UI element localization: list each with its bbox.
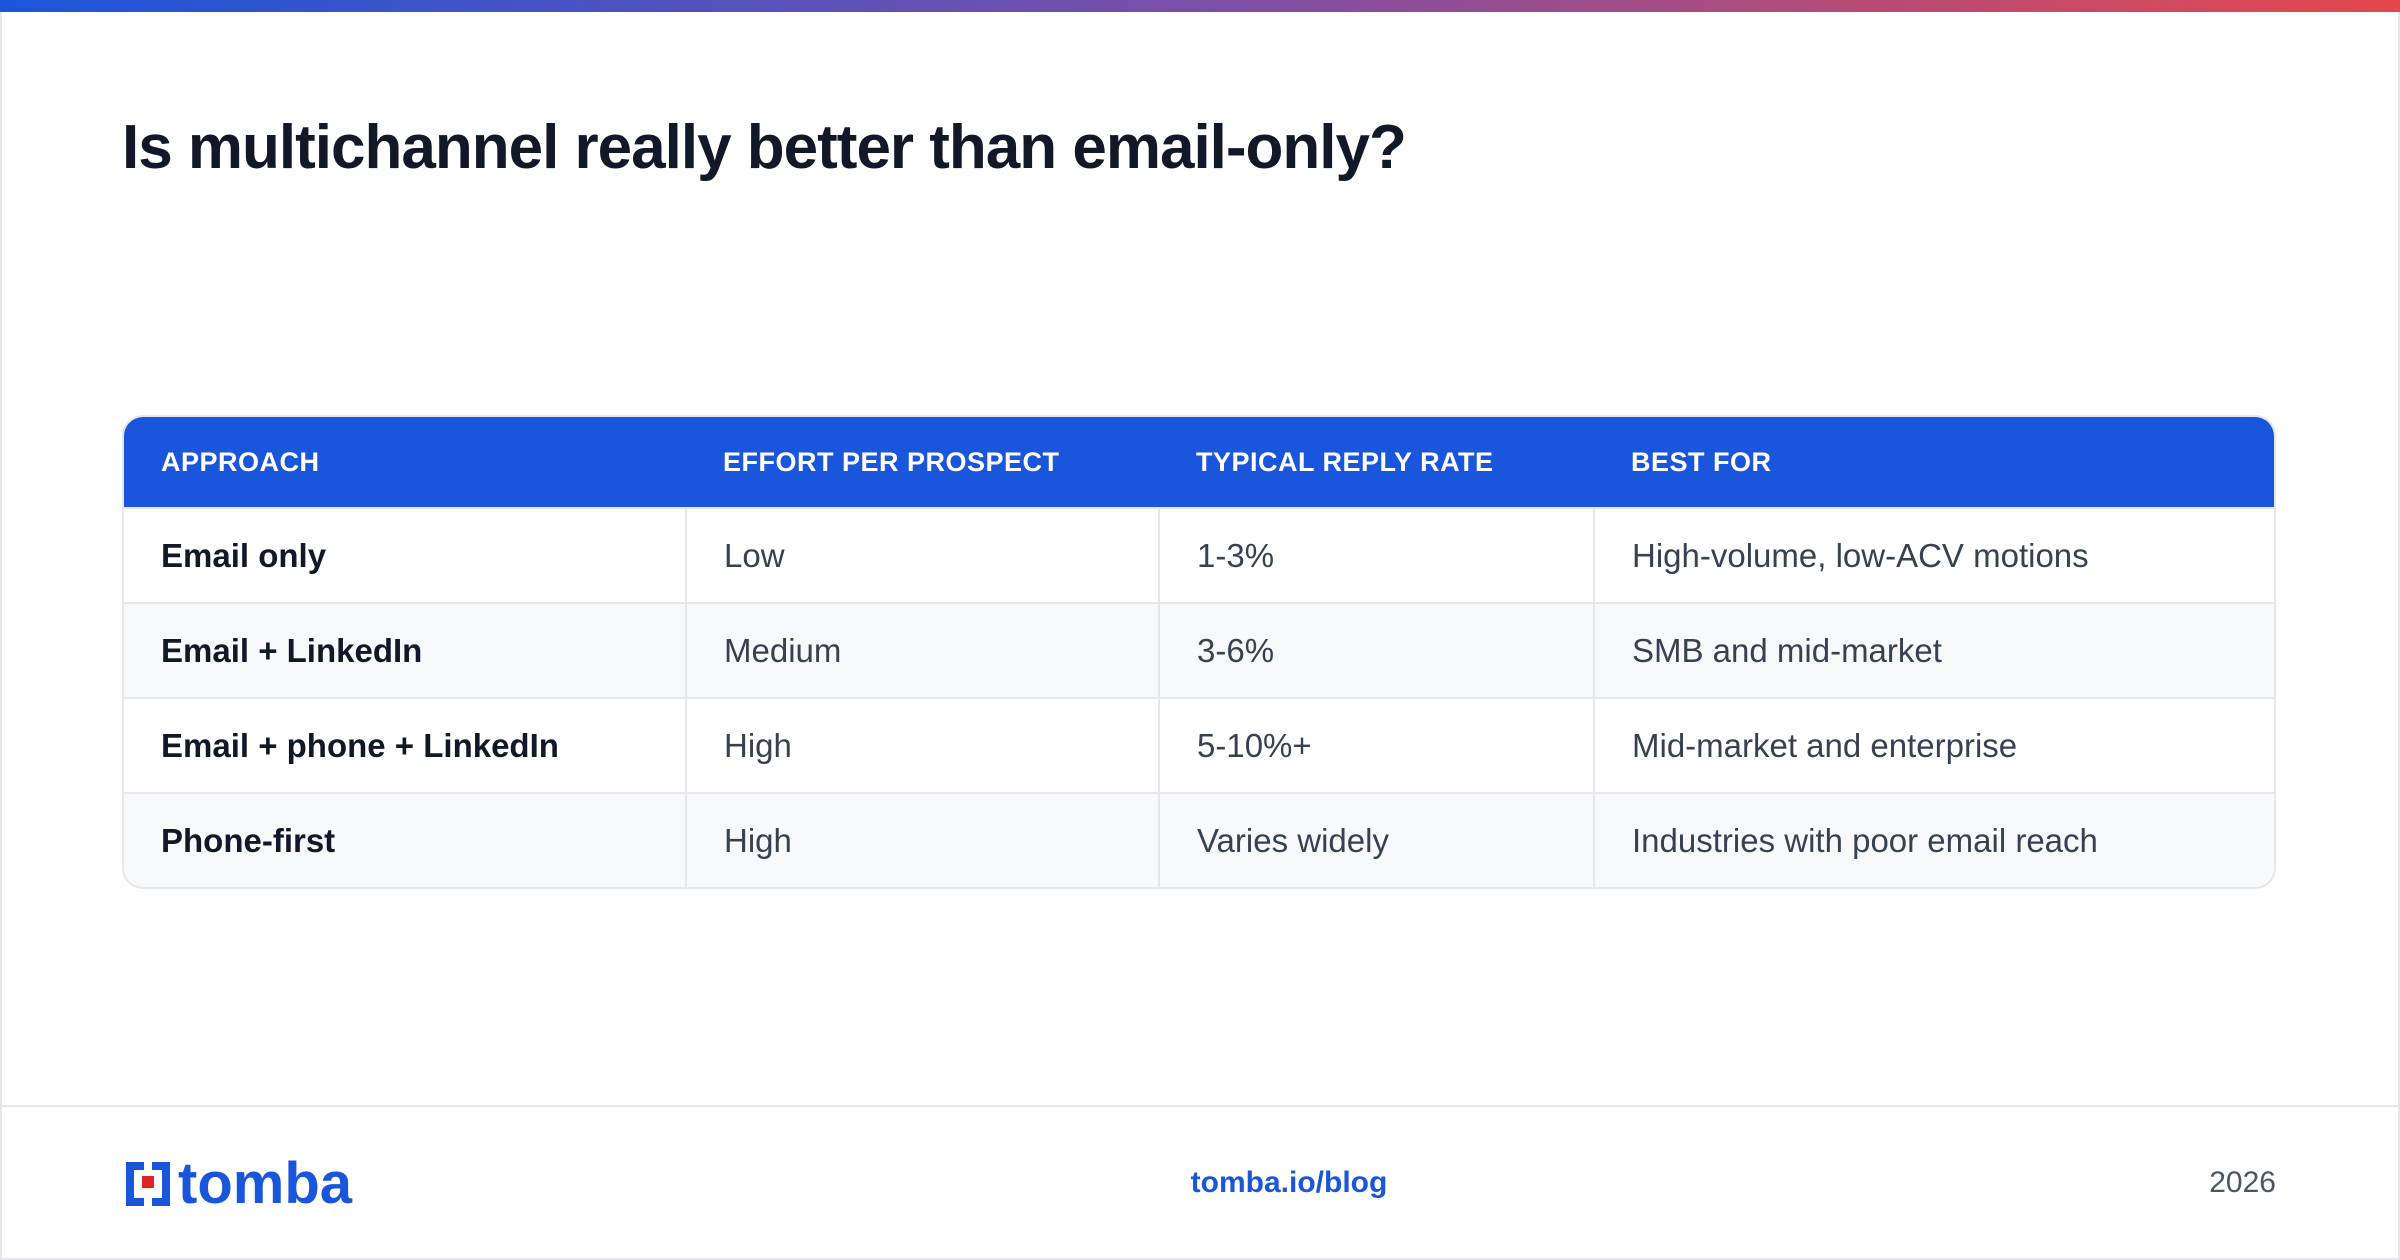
logo-text: tomba bbox=[178, 1151, 352, 1216]
comparison-table: APPROACH EFFORT PER PROSPECT TYPICAL REPLY… bbox=[122, 415, 2276, 889]
year: 2026 bbox=[2209, 1166, 2276, 1199]
table-cell: 3-6% bbox=[1158, 602, 1594, 698]
table-cell: High bbox=[685, 792, 1159, 887]
table: APPROACH EFFORT PER PROSPECT TYPICAL REPLY… bbox=[124, 417, 2274, 887]
header-row: APPROACH EFFORT PER PROSPECT TYPICAL REPLY… bbox=[124, 417, 2274, 508]
table-row: Email only Low 1-3% High-volume, low-ACV mo… bbox=[124, 507, 2274, 603]
table-cell: Varies widely bbox=[1158, 792, 1594, 887]
table-cell: Industries with poor email reach bbox=[1593, 792, 2274, 887]
column-header: BEST FOR bbox=[1594, 417, 2274, 508]
table-body: Email only Low 1-3% High-volume, low-ACV mo… bbox=[124, 507, 2274, 887]
column-header: EFFORT PER PROSPECT bbox=[686, 417, 1159, 508]
logo-icon bbox=[126, 1162, 170, 1206]
row-label: Email + LinkedIn bbox=[124, 602, 686, 698]
top-gradient-bar bbox=[0, 0, 2400, 12]
table-row: Phone-first High Varies widely Industries w… bbox=[124, 792, 2274, 887]
column-header: TYPICAL REPLY RATE bbox=[1159, 417, 1594, 508]
logo: tomba bbox=[122, 1151, 352, 1216]
table-cell: Mid-market and enterprise bbox=[1593, 697, 2274, 793]
table-row: Email + LinkedIn Medium 3-6% SMB and mid-ma… bbox=[124, 602, 2274, 698]
row-label: Email only bbox=[124, 507, 686, 603]
table-cell: 1-3% bbox=[1158, 507, 1594, 603]
row-label: Email + phone + LinkedIn bbox=[124, 697, 686, 793]
table-cell: High bbox=[685, 697, 1159, 793]
footer-divider bbox=[0, 1105, 2400, 1107]
column-header: APPROACH bbox=[124, 417, 686, 508]
page-title: Is multichannel really better than email… bbox=[122, 113, 1407, 182]
row-label: Phone-first bbox=[124, 792, 686, 887]
table-cell: Low bbox=[685, 507, 1159, 603]
table-row: Email + phone + LinkedIn High 5-10%+ Mid-ma… bbox=[124, 697, 2274, 793]
table-cell: 5-10%+ bbox=[1158, 697, 1594, 793]
table-cell: SMB and mid-market bbox=[1593, 602, 2274, 698]
blog-link[interactable]: tomba.io/blog bbox=[1190, 1166, 1388, 1199]
table-cell: High-volume, low-ACV motions bbox=[1593, 507, 2274, 603]
table-cell: Medium bbox=[685, 602, 1159, 698]
